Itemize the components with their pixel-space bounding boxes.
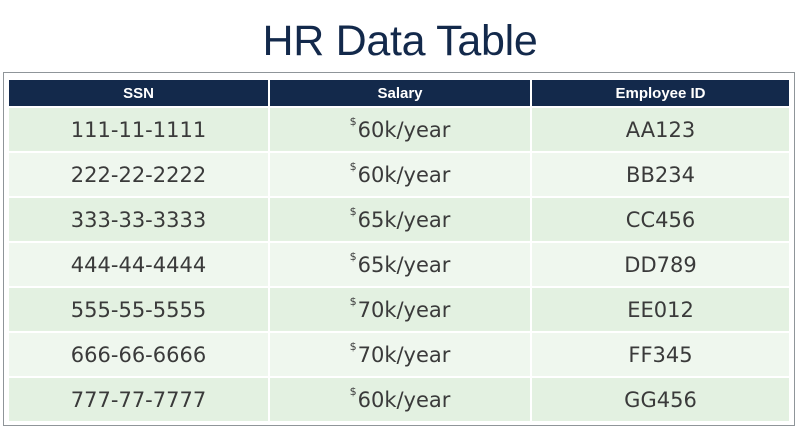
column-header-ssn: SSN (9, 80, 268, 106)
cell-salary: $60k/year (270, 378, 530, 421)
cell-employee-id: GG456 (532, 378, 789, 421)
table-frame: SSN Salary Employee ID 111-11-1111 $60k/y… (3, 72, 795, 426)
cell-ssn: 333-33-3333 (9, 198, 268, 241)
cell-employee-id: FF345 (532, 333, 789, 376)
salary-value: 60k/year (357, 162, 451, 187)
salary-value: 60k/year (357, 117, 451, 142)
salary-value: 70k/year (357, 297, 451, 322)
salary-value: 65k/year (357, 252, 451, 277)
cell-salary: $70k/year (270, 288, 530, 331)
cell-salary: $70k/year (270, 333, 530, 376)
cell-employee-id: AA123 (532, 108, 789, 151)
column-header-salary: Salary (270, 80, 530, 106)
salary-value: 70k/year (357, 342, 451, 367)
currency-symbol: $ (349, 295, 357, 308)
cell-ssn: 111-11-1111 (9, 108, 268, 151)
cell-salary: $60k/year (270, 153, 530, 196)
cell-ssn: 777-77-7777 (9, 378, 268, 421)
currency-symbol: $ (349, 340, 357, 353)
cell-salary: $65k/year (270, 198, 530, 241)
currency-symbol: $ (349, 160, 357, 173)
salary-value: 65k/year (357, 207, 451, 232)
cell-salary: $60k/year (270, 108, 530, 151)
currency-symbol: $ (349, 115, 357, 128)
currency-symbol: $ (349, 250, 357, 263)
cell-ssn: 666-66-6666 (9, 333, 268, 376)
cell-salary: $65k/year (270, 243, 530, 286)
cell-ssn: 222-22-2222 (9, 153, 268, 196)
cell-employee-id: CC456 (532, 198, 789, 241)
cell-employee-id: DD789 (532, 243, 789, 286)
cell-ssn: 444-44-4444 (9, 243, 268, 286)
hr-data-table: SSN Salary Employee ID 111-11-1111 $60k/y… (9, 80, 789, 421)
page-title: HR Data Table (262, 17, 538, 65)
cell-employee-id: EE012 (532, 288, 789, 331)
cell-ssn: 555-55-5555 (9, 288, 268, 331)
cell-employee-id: BB234 (532, 153, 789, 196)
salary-value: 60k/year (357, 387, 451, 412)
column-header-employee-id: Employee ID (532, 80, 789, 106)
currency-symbol: $ (349, 205, 357, 218)
currency-symbol: $ (349, 385, 357, 398)
